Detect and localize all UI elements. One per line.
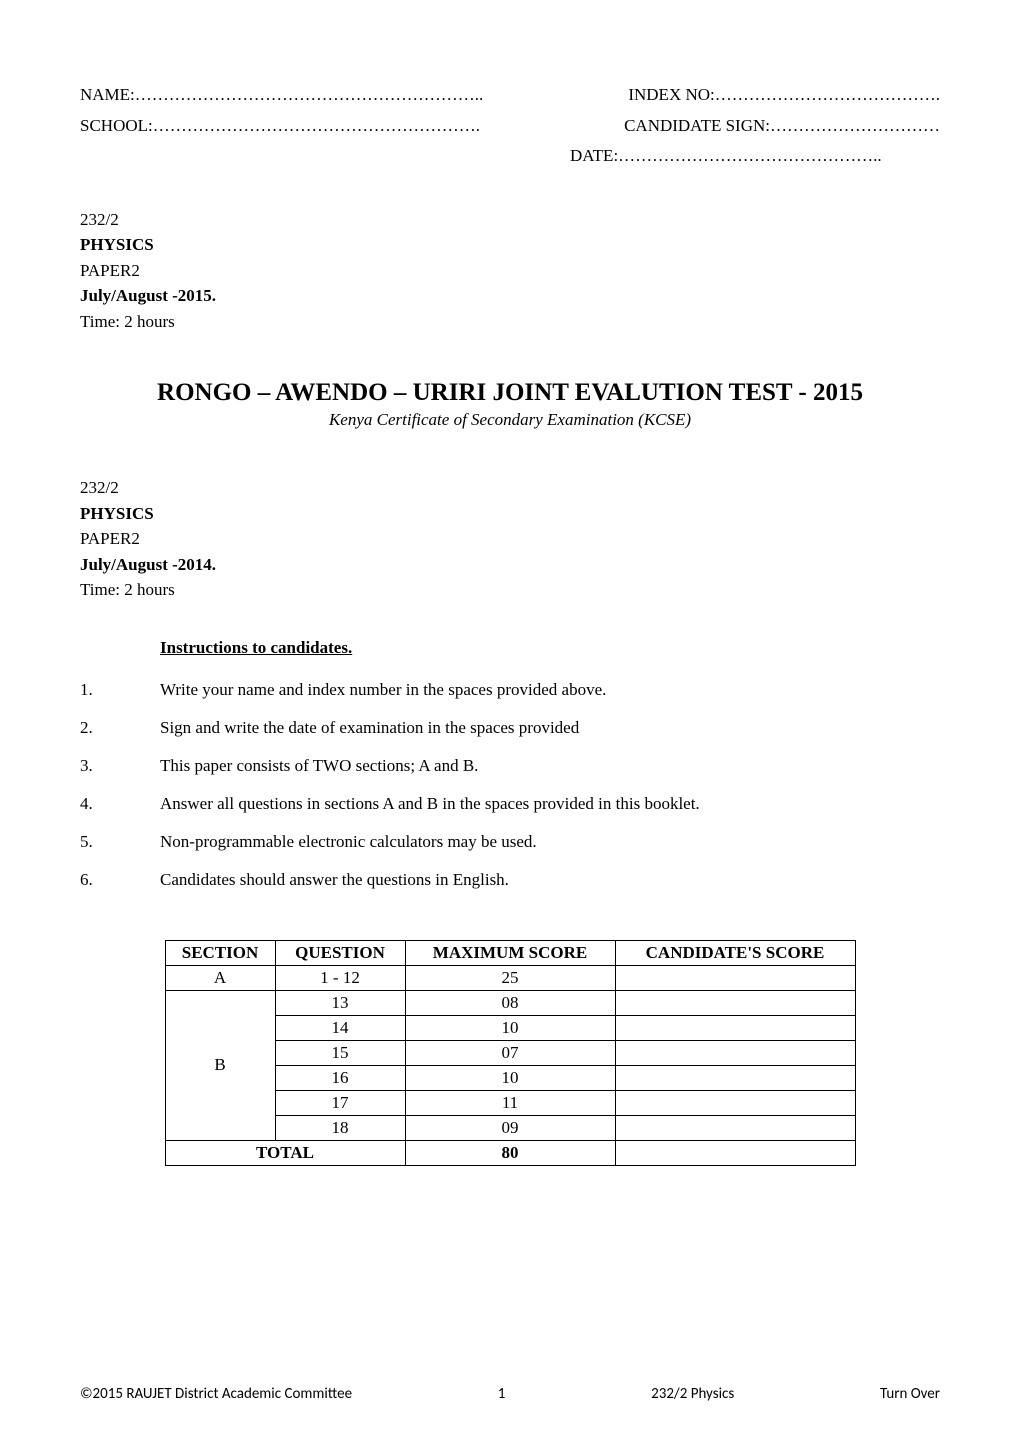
instruction-item: 6. Candidates should answer the question… xyxy=(80,870,940,890)
cell-candidate xyxy=(615,1115,855,1140)
instruction-number: 1. xyxy=(80,680,160,700)
index-field: INDEX NO:…………………………………. xyxy=(628,80,940,111)
sign-field: CANDIDATE SIGN:………………………… xyxy=(624,111,940,142)
header-max-score: MAXIMUM SCORE xyxy=(405,940,615,965)
header-question: QUESTION xyxy=(275,940,405,965)
instruction-number: 5. xyxy=(80,832,160,852)
table-row: A 1 - 12 25 xyxy=(165,965,855,990)
cell-max: 09 xyxy=(405,1115,615,1140)
cell-max: 25 xyxy=(405,965,615,990)
footer-page-number: 1 xyxy=(498,1385,506,1403)
cell-question: 13 xyxy=(275,990,405,1015)
cell-question: 14 xyxy=(275,1015,405,1040)
cell-total-candidate xyxy=(615,1140,855,1165)
paper-subject: PHYSICS xyxy=(80,232,940,258)
table-row: B 13 08 xyxy=(165,990,855,1015)
cell-section: A xyxy=(165,965,275,990)
header-row-3: DATE:……………………………………….. xyxy=(80,141,940,172)
cell-max: 11 xyxy=(405,1090,615,1115)
instruction-item: 4. Answer all questions in sections A an… xyxy=(80,794,940,814)
date-field: DATE:……………………………………….. xyxy=(570,146,882,165)
school-field: SCHOOL:…………………………………………………. xyxy=(80,111,480,142)
paper-number: PAPER2 xyxy=(80,258,940,284)
paper-info-block-1: 232/2 PHYSICS PAPER2 July/August -2015. … xyxy=(80,207,940,335)
cell-max: 10 xyxy=(405,1065,615,1090)
header-candidate-score: CANDIDATE'S SCORE xyxy=(615,940,855,965)
cell-question: 16 xyxy=(275,1065,405,1090)
instruction-text: Write your name and index number in the … xyxy=(160,680,940,700)
cell-candidate xyxy=(615,1040,855,1065)
cell-candidate xyxy=(615,990,855,1015)
paper-subject-2: PHYSICS xyxy=(80,501,940,527)
cell-total-max: 80 xyxy=(405,1140,615,1165)
subtitle: Kenya Certificate of Secondary Examinati… xyxy=(80,410,940,430)
instruction-text: Non-programmable electronic calculators … xyxy=(160,832,940,852)
paper-number-2: PAPER2 xyxy=(80,526,940,552)
page-footer: ©2015 RAUJET District Academic Committee… xyxy=(80,1385,940,1403)
instruction-item: 1. Write your name and index number in t… xyxy=(80,680,940,700)
paper-time-2: Time: 2 hours xyxy=(80,577,940,603)
footer-paper-code: 232/2 Physics xyxy=(651,1385,734,1403)
table-total-row: TOTAL 80 xyxy=(165,1140,855,1165)
cell-max: 10 xyxy=(405,1015,615,1040)
main-title: RONGO – AWENDO – URIRI JOINT EVALUTION T… xyxy=(80,379,940,407)
paper-code-2: 232/2 xyxy=(80,475,940,501)
instruction-text: Answer all questions in sections A and B… xyxy=(160,794,940,814)
cell-question: 17 xyxy=(275,1090,405,1115)
table-header-row: SECTION QUESTION MAXIMUM SCORE CANDIDATE… xyxy=(165,940,855,965)
cell-max: 08 xyxy=(405,990,615,1015)
paper-info-block-2: 232/2 PHYSICS PAPER2 July/August -2014. … xyxy=(80,475,940,603)
header-section: SECTION xyxy=(165,940,275,965)
paper-period-2: July/August -2014. xyxy=(80,552,940,578)
instruction-text: This paper consists of TWO sections; A a… xyxy=(160,756,940,776)
score-table: SECTION QUESTION MAXIMUM SCORE CANDIDATE… xyxy=(165,940,856,1166)
cell-total-label: TOTAL xyxy=(165,1140,405,1165)
cell-candidate xyxy=(615,1015,855,1040)
paper-time: Time: 2 hours xyxy=(80,309,940,335)
instruction-item: 5. Non-programmable electronic calculato… xyxy=(80,832,940,852)
instruction-number: 4. xyxy=(80,794,160,814)
header-row-2: SCHOOL:…………………………………………………. CANDIDATE SI… xyxy=(80,111,940,142)
title-block: RONGO – AWENDO – URIRI JOINT EVALUTION T… xyxy=(80,379,940,430)
cell-candidate xyxy=(615,1065,855,1090)
footer-turn-over: Turn Over xyxy=(880,1385,940,1403)
footer-copyright: ©2015 RAUJET District Academic Committee xyxy=(80,1385,352,1403)
instruction-number: 6. xyxy=(80,870,160,890)
instruction-text: Candidates should answer the questions i… xyxy=(160,870,940,890)
header-row-1: NAME:…………………………………………………….. INDEX NO:………… xyxy=(80,80,940,111)
instructions-list: 1. Write your name and index number in t… xyxy=(80,680,940,890)
instruction-item: 3. This paper consists of TWO sections; … xyxy=(80,756,940,776)
cell-section-b: B xyxy=(165,990,275,1140)
name-field: NAME:…………………………………………………….. xyxy=(80,80,483,111)
cell-question: 1 - 12 xyxy=(275,965,405,990)
instruction-item: 2. Sign and write the date of examinatio… xyxy=(80,718,940,738)
cell-candidate xyxy=(615,965,855,990)
instructions-heading: Instructions to candidates. xyxy=(160,638,940,658)
paper-code: 232/2 xyxy=(80,207,940,233)
instruction-number: 2. xyxy=(80,718,160,738)
cell-question: 15 xyxy=(275,1040,405,1065)
cell-max: 07 xyxy=(405,1040,615,1065)
header-fields: NAME:…………………………………………………….. INDEX NO:………… xyxy=(80,80,940,172)
cell-candidate xyxy=(615,1090,855,1115)
instruction-number: 3. xyxy=(80,756,160,776)
paper-period: July/August -2015. xyxy=(80,283,940,309)
instruction-text: Sign and write the date of examination i… xyxy=(160,718,940,738)
cell-question: 18 xyxy=(275,1115,405,1140)
